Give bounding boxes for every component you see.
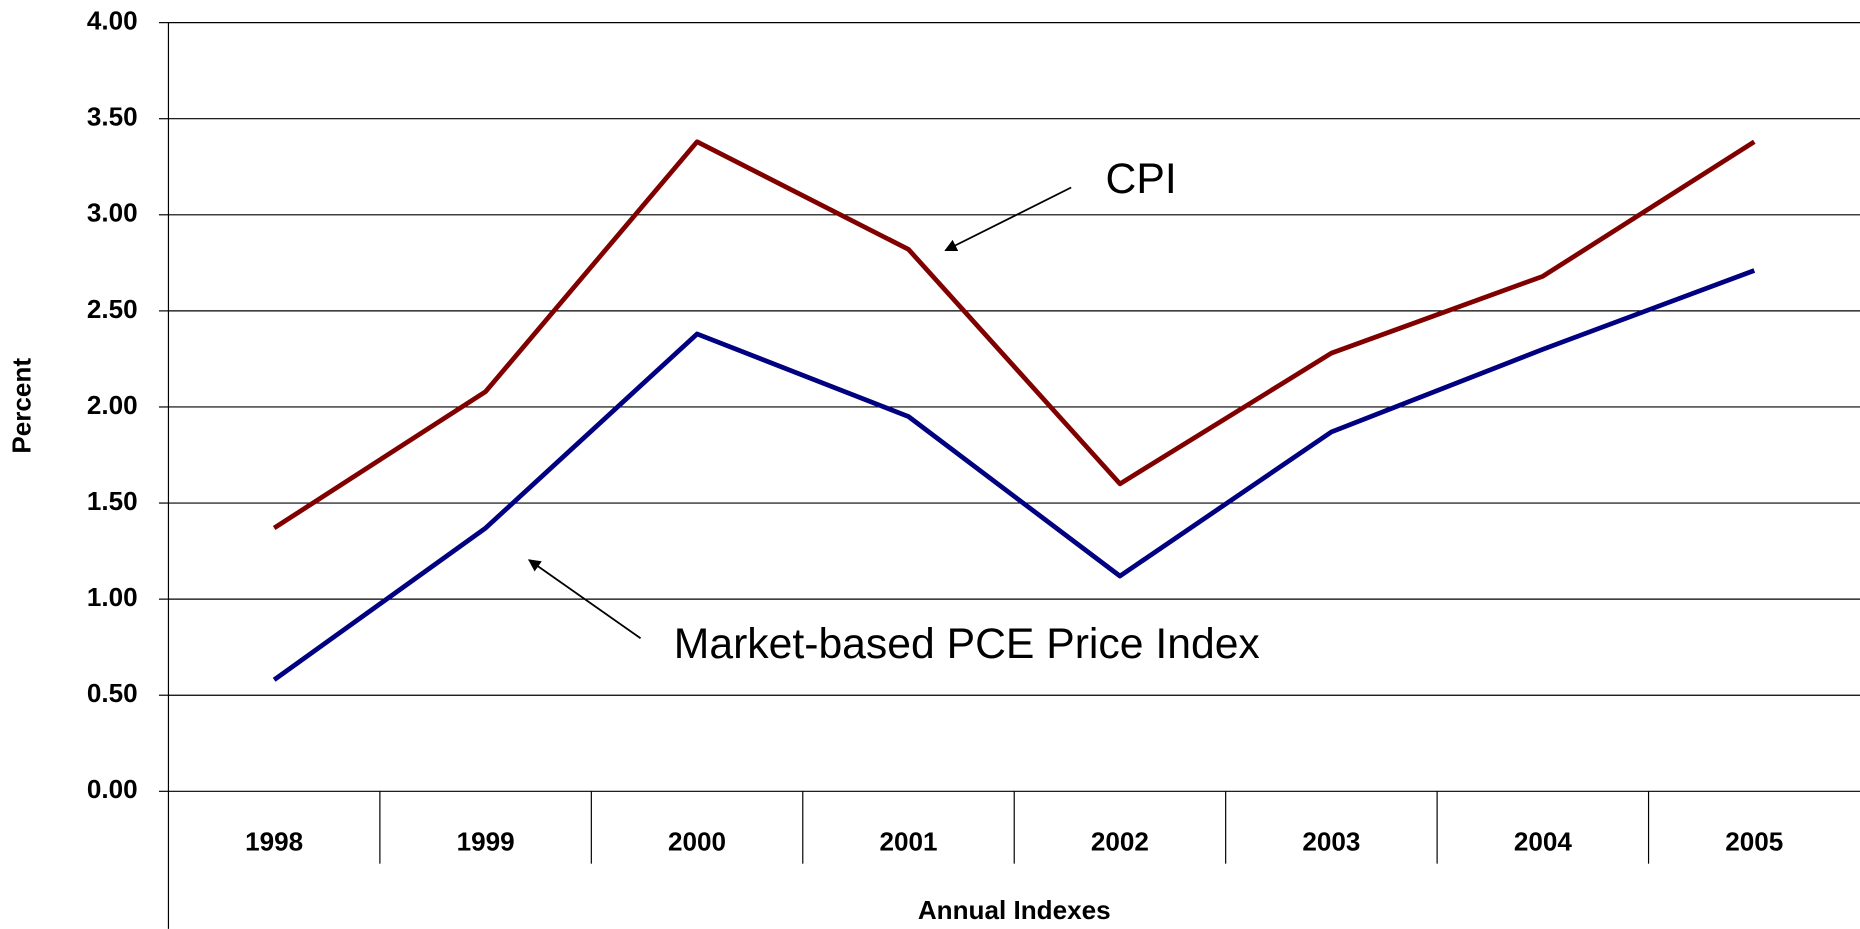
- data-line: [272, 139, 1756, 531]
- series-annotation: CPI: [1106, 155, 1177, 203]
- y-tick-label: 1.50: [87, 486, 138, 516]
- x-tick-label: 2002: [1091, 826, 1149, 856]
- y-axis-label: Percent: [7, 358, 37, 454]
- y-tick-label: 2.50: [87, 294, 138, 324]
- y-tick-label: 0.50: [87, 678, 138, 708]
- x-tick-label: 2001: [879, 826, 937, 856]
- y-tick-label: 3.50: [87, 102, 138, 132]
- x-tick-label: 2003: [1302, 826, 1360, 856]
- y-tick-label: 0.00: [87, 774, 138, 804]
- x-tick-label: 1999: [457, 826, 515, 856]
- annotation-arrow: [944, 186, 1072, 252]
- data-line: [272, 268, 1756, 682]
- x-tick-label: 1998: [245, 826, 303, 856]
- series-annotation: Market-based PCE Price Index: [674, 620, 1260, 668]
- x-tick-label: 2005: [1725, 826, 1783, 856]
- x-axis-label: Annual Indexes: [918, 895, 1111, 925]
- x-tick-label: 2000: [668, 826, 726, 856]
- y-tick-label: 2.00: [87, 390, 138, 420]
- y-tick-label: 1.00: [87, 582, 138, 612]
- y-tick-label: 3.00: [87, 198, 138, 228]
- y-tick-label: 4.00: [87, 6, 138, 36]
- x-tick-label: 2004: [1514, 826, 1573, 856]
